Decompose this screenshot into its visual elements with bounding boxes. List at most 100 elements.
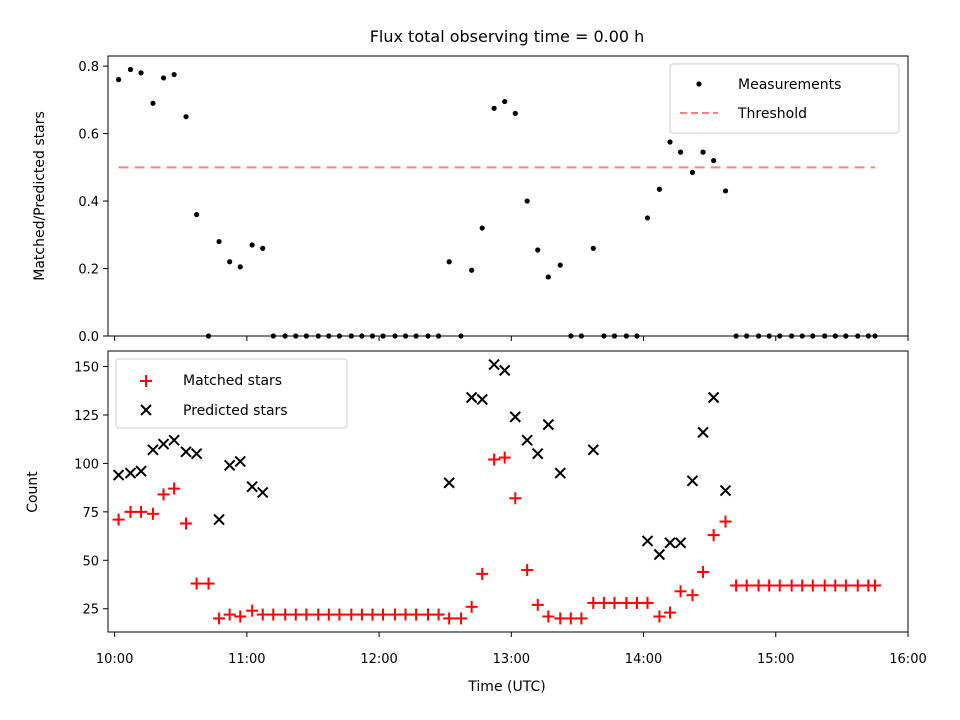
bottom-y-tick-label: 25 xyxy=(82,603,99,618)
predicted-point xyxy=(664,537,676,549)
predicted-point xyxy=(443,477,455,489)
top-legend-box xyxy=(669,63,900,134)
matched-point xyxy=(740,579,753,592)
bottom-y-tick-label: 50 xyxy=(82,554,99,569)
matched-point xyxy=(465,600,478,613)
predicted-point xyxy=(213,513,225,526)
matched-point xyxy=(587,596,600,609)
matched-point xyxy=(542,610,555,623)
bottom-y-tick-label: 150 xyxy=(74,361,99,376)
matched-point xyxy=(410,608,423,621)
predicted-point xyxy=(223,459,236,472)
legend-measurements-marker xyxy=(696,81,702,87)
bottom-matched-points xyxy=(112,451,881,625)
matched-point xyxy=(443,612,456,625)
x-tick-label: 15:00 xyxy=(757,652,794,667)
matched-point xyxy=(663,606,676,619)
matched-point xyxy=(674,585,687,598)
legend-matched-marker xyxy=(140,375,152,387)
predicted-point xyxy=(697,426,709,439)
matched-point xyxy=(697,565,710,578)
measurement-point xyxy=(711,157,717,164)
measurement-point xyxy=(689,169,696,175)
bottom-y-tick-label: 100 xyxy=(74,457,99,472)
matched-point xyxy=(719,515,732,528)
measurement-point xyxy=(150,100,156,106)
predicted-point xyxy=(168,434,180,446)
measurement-point xyxy=(667,139,673,145)
matched-point xyxy=(124,505,137,518)
predicted-point xyxy=(707,391,720,404)
matched-point xyxy=(829,579,842,592)
matched-point xyxy=(366,608,379,621)
measurement-point xyxy=(193,211,200,218)
predicted-point xyxy=(234,455,246,468)
predicted-point xyxy=(498,364,511,377)
measurement-point xyxy=(524,198,530,204)
matched-point xyxy=(112,513,125,526)
predicted-point xyxy=(476,393,488,406)
matched-point xyxy=(279,608,292,621)
matched-point xyxy=(686,589,699,602)
matched-point xyxy=(575,612,588,625)
measurement-point xyxy=(502,98,508,105)
top-y-ticks: 0.0 0.2 0.4 0.6 0.8 xyxy=(78,60,108,345)
top-y-tick-label: 0.6 xyxy=(78,128,99,143)
measurement-point xyxy=(237,264,243,270)
matched-point xyxy=(355,608,368,621)
matched-point xyxy=(377,608,390,621)
predicted-point xyxy=(190,448,203,460)
matched-point xyxy=(455,612,468,625)
matched-point xyxy=(388,608,401,621)
top-y-tick-label: 0.2 xyxy=(78,263,99,278)
top-y-tick-label: 0.4 xyxy=(78,195,99,210)
x-tick-label: 14:00 xyxy=(625,652,662,667)
chart-title: Flux total observing time = 0.00 h xyxy=(370,27,645,46)
predicted-point xyxy=(521,434,533,446)
measurement-point xyxy=(115,77,122,83)
bottom-panel: 25 50 75 100 125 150 10:00 11:00 12:00 13:00 14:0… xyxy=(25,350,927,695)
measurement-point xyxy=(183,114,189,120)
measurement-point xyxy=(545,274,551,280)
matched-point xyxy=(267,608,280,621)
matched-point xyxy=(190,577,203,590)
top-panel: 0.00.20.40.60.8 Matched/Predicted stars … xyxy=(32,55,909,345)
predicted-point xyxy=(147,444,159,456)
top-legend: Measurements Threshold xyxy=(669,63,900,134)
predicted-point xyxy=(180,446,192,458)
bottom-legend-box xyxy=(115,358,348,429)
matched-point xyxy=(300,608,313,621)
matched-point xyxy=(730,579,743,592)
predicted-point xyxy=(641,535,654,547)
measurement-point xyxy=(446,259,452,265)
measurement-point xyxy=(249,242,255,248)
matched-point xyxy=(806,579,819,592)
matched-point xyxy=(202,577,215,590)
matched-point xyxy=(432,608,445,621)
predicted-point xyxy=(653,548,666,561)
matched-point xyxy=(796,579,809,592)
bottom-y-axis-label: Count xyxy=(25,471,41,513)
predicted-point xyxy=(542,418,555,431)
matched-point xyxy=(180,517,193,530)
top-axes-frame xyxy=(107,55,909,337)
matched-point xyxy=(554,612,567,625)
predicted-point xyxy=(674,537,687,549)
bottom-predicted-points xyxy=(112,358,732,561)
measurement-point xyxy=(171,71,177,78)
predicted-point xyxy=(488,358,500,371)
legend-measurements-label: Measurements xyxy=(738,77,841,93)
bottom-y-ticks: 25 50 75 100 125 150 xyxy=(74,361,108,618)
matched-point xyxy=(146,507,159,520)
measurement-point xyxy=(227,259,233,265)
matched-point xyxy=(488,453,501,466)
predicted-point xyxy=(719,484,732,497)
top-x-ticks xyxy=(114,336,909,341)
x-axis-label: Time (UTC) xyxy=(467,679,545,695)
measurement-point xyxy=(535,247,541,253)
matched-point xyxy=(641,596,654,609)
measurement-point xyxy=(700,149,706,155)
bottom-axes-frame xyxy=(107,350,909,633)
predicted-point xyxy=(465,391,478,404)
matched-point xyxy=(851,579,864,592)
